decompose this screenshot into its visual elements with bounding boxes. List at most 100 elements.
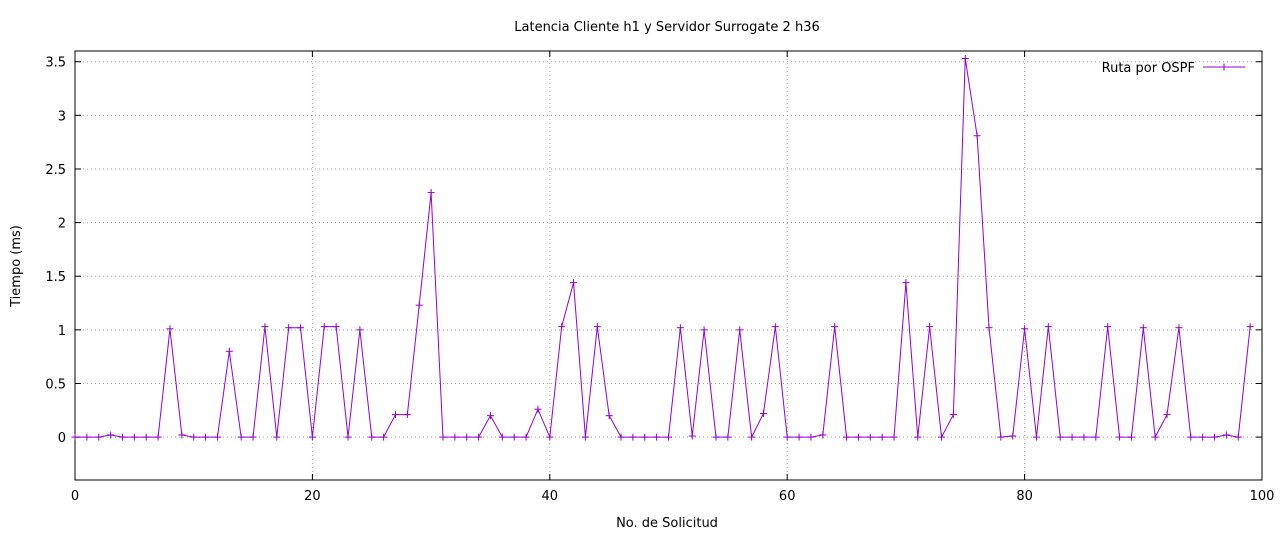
data-point	[914, 433, 922, 441]
data-point	[1056, 433, 1064, 441]
data-point	[463, 433, 471, 441]
y-tick-label: 0	[58, 431, 66, 446]
data-point	[1032, 433, 1040, 441]
y-tick-label: 1	[58, 324, 66, 339]
data-point	[866, 433, 874, 441]
data-point	[475, 433, 483, 441]
legend-point-marker	[1220, 63, 1228, 71]
data-point	[154, 433, 162, 441]
data-point	[1187, 433, 1195, 441]
data-point	[581, 433, 589, 441]
data-point	[415, 301, 423, 309]
data-point	[1211, 433, 1219, 441]
data-point	[380, 433, 388, 441]
data-point	[949, 411, 957, 419]
legend-label: Ruta por OSPF	[1102, 61, 1195, 76]
data-point	[890, 433, 898, 441]
data-point	[748, 433, 756, 441]
data-point	[665, 433, 672, 441]
x-tick-label: 60	[779, 489, 796, 504]
data-point	[225, 347, 233, 355]
x-tick-label: 20	[304, 489, 321, 504]
data-point	[1234, 433, 1242, 441]
data-point	[273, 433, 281, 441]
data-point	[617, 433, 625, 441]
data-point	[819, 431, 827, 439]
data-point	[510, 433, 518, 441]
x-tick-label: 100	[1250, 489, 1275, 504]
data-point	[332, 323, 340, 331]
data-point	[700, 326, 708, 334]
grid-lines	[74, 51, 1263, 480]
data-point	[1104, 323, 1112, 331]
y-tick-label: 3.5	[45, 56, 66, 71]
data-point	[1116, 433, 1124, 441]
data-point	[297, 324, 305, 332]
y-axis-label: Tiempo (ms)	[9, 225, 24, 308]
data-point	[522, 433, 530, 441]
data-point	[1246, 323, 1254, 331]
data-point	[213, 433, 221, 441]
data-point	[178, 431, 186, 439]
y-tick-label: 1.5	[45, 270, 66, 285]
data-point	[1139, 324, 1147, 332]
data-point	[795, 433, 803, 441]
data-point	[534, 405, 542, 413]
data-point	[320, 323, 328, 331]
data-point	[1009, 432, 1017, 440]
data-point	[391, 411, 399, 419]
series-group	[71, 55, 1254, 441]
data-point	[285, 324, 293, 332]
data-point	[570, 279, 578, 287]
data-point	[344, 433, 352, 441]
data-point	[676, 324, 684, 332]
data-point	[166, 325, 174, 333]
data-point	[546, 433, 554, 441]
x-tick-label: 0	[71, 489, 79, 504]
x-tick-label: 40	[542, 489, 559, 504]
axis-ticks: 0 20 40 60 80 100 0 0.5 1 1.5 2 2.5 3 3.5	[45, 51, 1274, 504]
data-point	[1080, 433, 1088, 441]
y-tick-label: 0.5	[45, 377, 66, 392]
data-point	[985, 324, 993, 332]
data-point	[724, 433, 732, 441]
data-point	[451, 433, 459, 441]
y-tick-label: 2	[58, 217, 66, 232]
data-point	[1199, 433, 1207, 441]
data-point	[653, 433, 661, 441]
data-point	[107, 431, 115, 439]
data-point	[783, 433, 791, 441]
data-point	[712, 433, 720, 441]
data-point	[1021, 325, 1029, 333]
legend: Ruta por OSPF	[1102, 61, 1245, 76]
data-point	[641, 433, 649, 441]
data-point	[843, 433, 851, 441]
data-point	[831, 323, 839, 331]
data-point	[498, 433, 506, 441]
data-point	[1068, 433, 1076, 441]
data-point	[237, 433, 245, 441]
data-point	[938, 433, 946, 441]
y-tick-label: 2.5	[45, 163, 66, 178]
data-point	[142, 433, 150, 441]
data-point	[771, 323, 779, 331]
data-point	[356, 326, 364, 334]
data-point	[427, 189, 435, 197]
chart-title: Latencia Cliente h1 y Servidor Surrogate…	[514, 20, 819, 35]
data-point	[1127, 433, 1135, 441]
data-point	[1092, 433, 1100, 441]
data-point	[261, 323, 269, 331]
data-point	[1222, 431, 1230, 439]
data-point	[249, 433, 257, 441]
data-point	[368, 433, 376, 441]
data-point	[973, 132, 981, 140]
data-point	[95, 433, 103, 441]
data-point	[605, 412, 613, 420]
x-tick-label: 80	[1016, 489, 1033, 504]
data-point	[688, 432, 696, 440]
data-point	[961, 55, 969, 63]
data-point	[997, 433, 1005, 441]
data-point	[926, 323, 934, 331]
data-point	[1151, 433, 1159, 441]
data-point	[202, 433, 210, 441]
